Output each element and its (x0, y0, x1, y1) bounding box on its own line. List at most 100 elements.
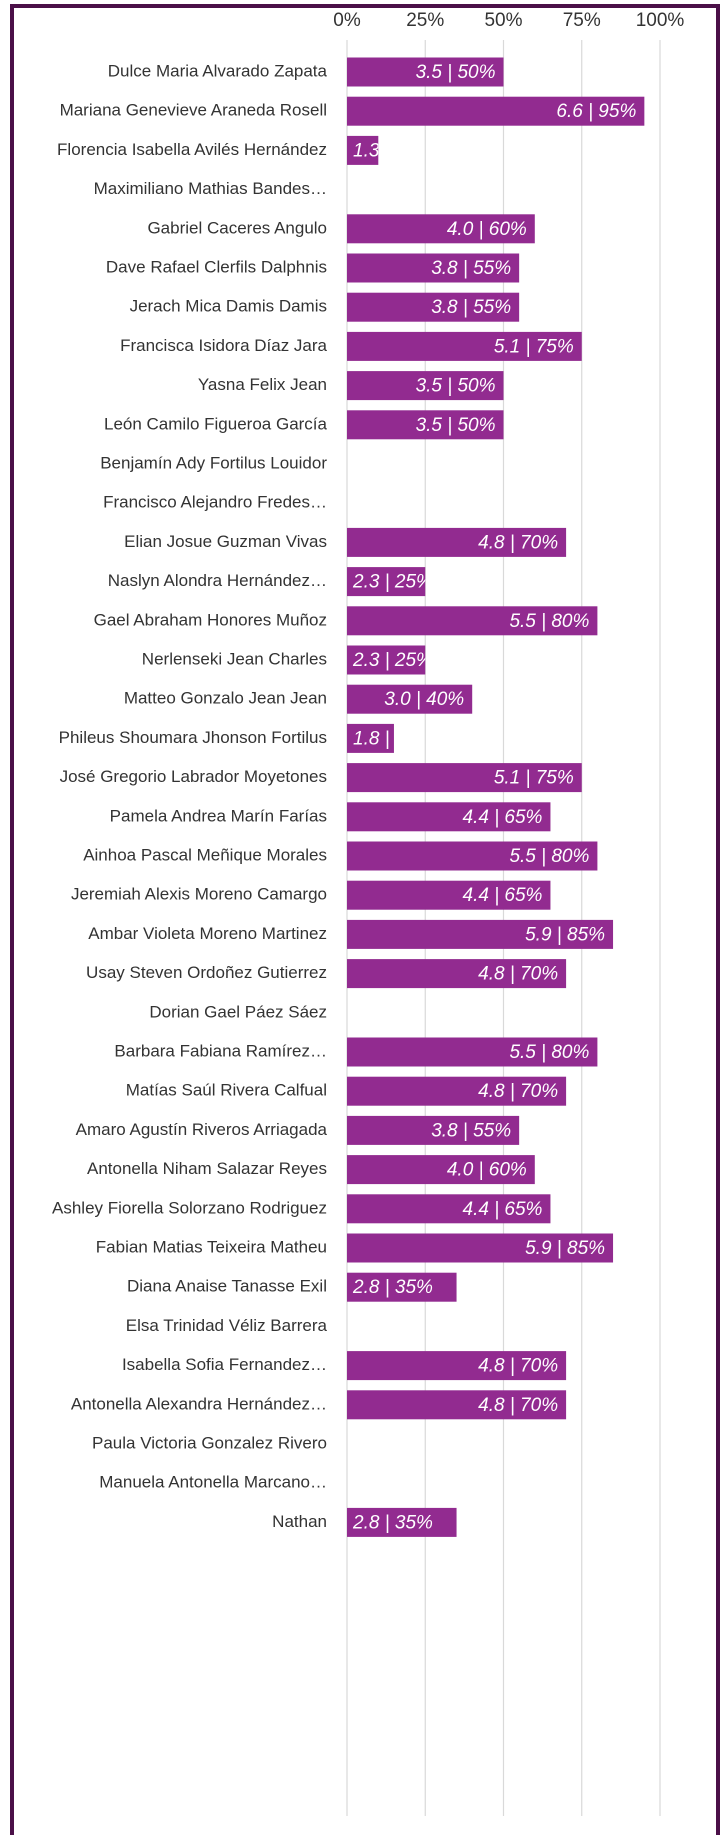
x-tick-label: 50% (484, 10, 522, 31)
category-label: Elian Josue Guzman Vivas (124, 532, 327, 551)
bar (347, 606, 598, 636)
bar (347, 1390, 567, 1420)
bar (347, 1233, 614, 1263)
category-label: Gabriel Caceres Angulo (147, 218, 327, 237)
x-tick-label: 75% (563, 10, 601, 31)
bar (347, 1076, 567, 1106)
bar (347, 684, 473, 714)
value-label: 4.4 | 65% (463, 807, 543, 828)
category-label: Nathan (272, 1512, 327, 1531)
bar (347, 135, 379, 165)
category-label: Francisca Isidora Díaz Jara (120, 336, 327, 355)
category-label: Isabella Sofia Fernandez… (122, 1355, 327, 1374)
frame (10, 4, 720, 1835)
category-label: Paula Victoria Gonzalez Rivero (92, 1433, 327, 1452)
value-label: 4.8 | 70% (478, 1356, 558, 1377)
category-label: Naslyn Alondra Hernández… (108, 571, 327, 590)
category-label: Florencia Isabella Avilés Hernández (57, 140, 327, 159)
bar (347, 331, 582, 361)
category-label: Manuela Antonella Marcano… (99, 1473, 327, 1492)
bar (347, 1155, 535, 1185)
value-label: 4.0 | 60% (447, 1160, 527, 1181)
value-label: 5.1 | 75% (494, 768, 574, 789)
value-label: 5.5 | 80% (509, 846, 589, 867)
category-label: Dave Rafael Clerfils Dalphnis (106, 257, 327, 276)
bar (347, 841, 598, 871)
value-label: 4.8 | 70% (478, 532, 558, 553)
category-label: Dorian Gael Páez Sáez (149, 1002, 327, 1021)
category-label: León Camilo Figueroa García (104, 414, 328, 433)
bar (347, 57, 504, 87)
bar (347, 645, 426, 675)
category-label: Jerach Mica Damis Damis (130, 297, 327, 316)
value-label: 2.8 | 35% (352, 1277, 433, 1298)
category-label: Fabian Matias Teixeira Matheu (96, 1237, 327, 1256)
value-label: 4.8 | 70% (478, 1395, 558, 1416)
value-label: 3.0 | 40% (384, 689, 464, 710)
category-label: Matías Saúl Rivera Calfual (126, 1081, 327, 1100)
category-label: Ainhoa Pascal Meñique Morales (83, 845, 327, 864)
bar (347, 214, 535, 244)
category-label: Antonella Niham Salazar Reyes (87, 1159, 327, 1178)
bar (347, 96, 645, 126)
value-label: 2.3 | 25% (352, 572, 433, 593)
category-label: Barbara Fabiana Ramírez… (114, 1041, 327, 1060)
bar (347, 1115, 520, 1145)
bar (347, 1351, 567, 1381)
value-label: 5.5 | 80% (509, 611, 589, 632)
value-label: 4.0 | 60% (447, 219, 527, 240)
value-label: 1.3 | 10% (353, 140, 433, 161)
x-tick-label: 0% (333, 10, 361, 31)
x-tick-label: 100% (636, 10, 685, 31)
value-label: 4.8 | 70% (478, 964, 558, 985)
value-label: 5.5 | 80% (509, 1042, 589, 1063)
bar (347, 802, 551, 832)
category-label: Phileus Shoumara Jhonson Fortilus (59, 728, 327, 747)
value-label: 3.8 | 55% (431, 258, 511, 279)
value-label: 2.3 | 25% (352, 650, 433, 671)
category-label: Pamela Andrea Marín Farías (110, 806, 327, 825)
value-label: 3.5 | 50% (416, 415, 496, 436)
bar (347, 880, 551, 910)
value-label: 4.4 | 65% (463, 885, 543, 906)
value-label: 1.8 | 15% (353, 728, 433, 749)
category-label: Ambar Violeta Moreno Martinez (88, 924, 327, 943)
bar (347, 763, 582, 793)
bar (347, 1037, 598, 1067)
bar (347, 1507, 457, 1537)
category-label: Yasna Felix Jean (198, 375, 327, 394)
value-label: 5.9 | 85% (525, 924, 605, 945)
value-label: 4.8 | 70% (478, 1081, 558, 1102)
bar (347, 292, 520, 322)
bar (347, 527, 567, 557)
value-label: 3.8 | 55% (431, 1120, 511, 1141)
bar (347, 371, 504, 401)
value-label: 5.9 | 85% (525, 1238, 605, 1259)
category-label: Elsa Trinidad Véliz Barrera (126, 1316, 328, 1335)
category-label: Antonella Alexandra Hernández… (71, 1394, 327, 1413)
category-label: Usay Steven Ordoñez Gutierrez (86, 963, 327, 982)
category-label: Nerlenseki Jean Charles (142, 649, 327, 668)
value-label: 6.6 | 95% (556, 101, 636, 122)
category-label: Ashley Fiorella Solorzano Rodriguez (52, 1198, 327, 1217)
bar (347, 567, 426, 597)
bar (347, 410, 504, 440)
bar (347, 1194, 551, 1224)
category-label: Matteo Gonzalo Jean Jean (124, 689, 327, 708)
bar (347, 723, 394, 753)
bar (347, 253, 520, 283)
value-label: 3.5 | 50% (416, 376, 496, 397)
value-label: 4.4 | 65% (463, 1199, 543, 1220)
value-label: 2.8 | 35% (352, 1512, 433, 1533)
category-label: José Gregorio Labrador Moyetones (60, 767, 327, 786)
category-label: Dulce Maria Alvarado Zapata (108, 61, 328, 80)
value-label: 3.8 | 55% (431, 297, 511, 318)
x-tick-label: 25% (406, 10, 444, 31)
category-label: Gael Abraham Honores Muñoz (94, 610, 327, 629)
value-label: 3.5 | 50% (416, 62, 496, 83)
category-label: Francisco Alejandro Fredes… (103, 493, 327, 512)
category-label: Jeremiah Alexis Moreno Camargo (71, 885, 327, 904)
bar (347, 919, 614, 949)
value-label: 5.1 | 75% (494, 336, 574, 357)
category-label: Amaro Agustín Riveros Arriagada (76, 1120, 328, 1139)
